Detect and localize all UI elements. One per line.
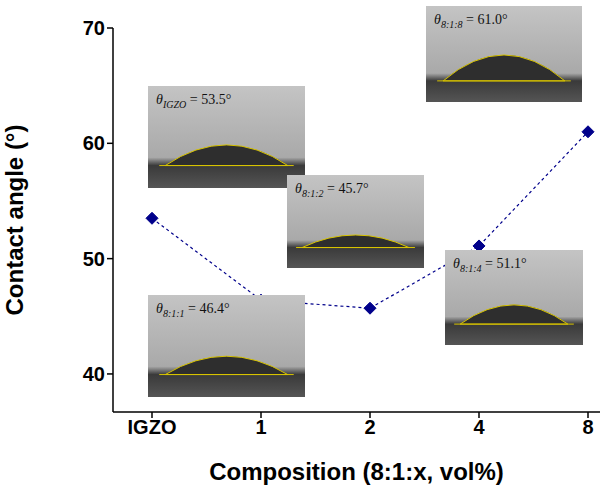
html-text:θIGZO = 53.5°: θIGZO = 53.5° xyxy=(156,92,232,110)
svg-text:40: 40 xyxy=(83,363,105,385)
svg-text:4: 4 xyxy=(473,416,485,438)
svg-text:2: 2 xyxy=(364,416,375,438)
svg-text:8: 8 xyxy=(582,416,593,438)
html-text:θ8:1:4 = 51.1°: θ8:1:4 = 51.1° xyxy=(453,256,527,274)
svg-text:70: 70 xyxy=(83,17,105,39)
svg-text:Contact angle (°): Contact angle (°) xyxy=(1,125,28,316)
svg-text:IGZO: IGZO xyxy=(128,416,177,438)
svg-text:60: 60 xyxy=(83,132,105,154)
svg-text:50: 50 xyxy=(83,248,105,270)
svg-text:1: 1 xyxy=(255,416,266,438)
svg-text:Composition (8:1:x, vol%): Composition (8:1:x, vol%) xyxy=(209,458,504,485)
html-text:θ8:1:1 = 46.4°: θ8:1:1 = 46.4° xyxy=(156,301,230,319)
html-text:θ8:1:8 = 61.0°: θ8:1:8 = 61.0° xyxy=(434,12,508,30)
html-text:θ8:1:2 = 45.7°: θ8:1:2 = 45.7° xyxy=(295,181,369,199)
